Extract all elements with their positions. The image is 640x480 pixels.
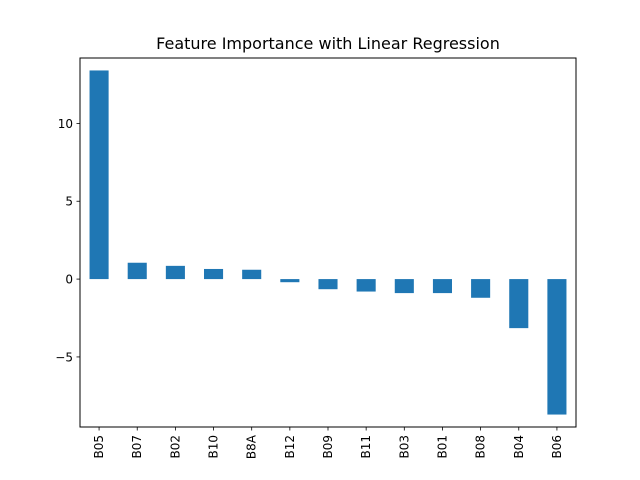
x-tick-label: B06: [550, 435, 564, 459]
y-tick-label: −5: [55, 350, 73, 364]
x-tick-label: B02: [168, 435, 182, 459]
bar-b07: [127, 262, 147, 280]
bar-b10: [204, 268, 224, 280]
x-tick-label: B03: [397, 435, 411, 459]
x-tick-label: B01: [435, 435, 449, 459]
bar-b08: [471, 279, 491, 298]
x-tick-label: B12: [283, 435, 297, 459]
bars-layer: [89, 70, 567, 415]
bar-b05: [89, 70, 109, 280]
x-axis: B05 B07 B02 B10 B8A B12 B09 B11 B03 B01 B08 B04 B06: [92, 427, 564, 459]
x-tick-label: B04: [512, 435, 526, 459]
bar-b01: [432, 279, 452, 294]
x-tick-label: B09: [321, 435, 335, 459]
bar-b03: [394, 279, 414, 294]
x-tick-label: B8A: [245, 434, 259, 459]
y-tick-label: 0: [65, 273, 73, 287]
bar-b09: [318, 279, 338, 290]
bar-b04: [509, 279, 529, 329]
x-tick-label: B05: [92, 435, 106, 459]
x-tick-label: B11: [359, 435, 373, 459]
x-tick-label: B08: [474, 435, 488, 459]
chart-title: Feature Importance with Linear Regressio…: [156, 34, 500, 53]
bar-b8a: [242, 269, 262, 280]
y-axis: −5 0 5 10: [55, 117, 80, 364]
bar-b12: [280, 279, 300, 283]
y-tick-label: 5: [65, 195, 73, 209]
x-tick-label: B10: [207, 435, 221, 459]
bar-b06: [547, 279, 567, 415]
y-tick-label: 10: [58, 117, 73, 131]
plot-frame: [79, 57, 577, 428]
bar-b11: [356, 279, 376, 292]
x-tick-label: B07: [130, 435, 144, 459]
bar-b02: [165, 265, 185, 280]
